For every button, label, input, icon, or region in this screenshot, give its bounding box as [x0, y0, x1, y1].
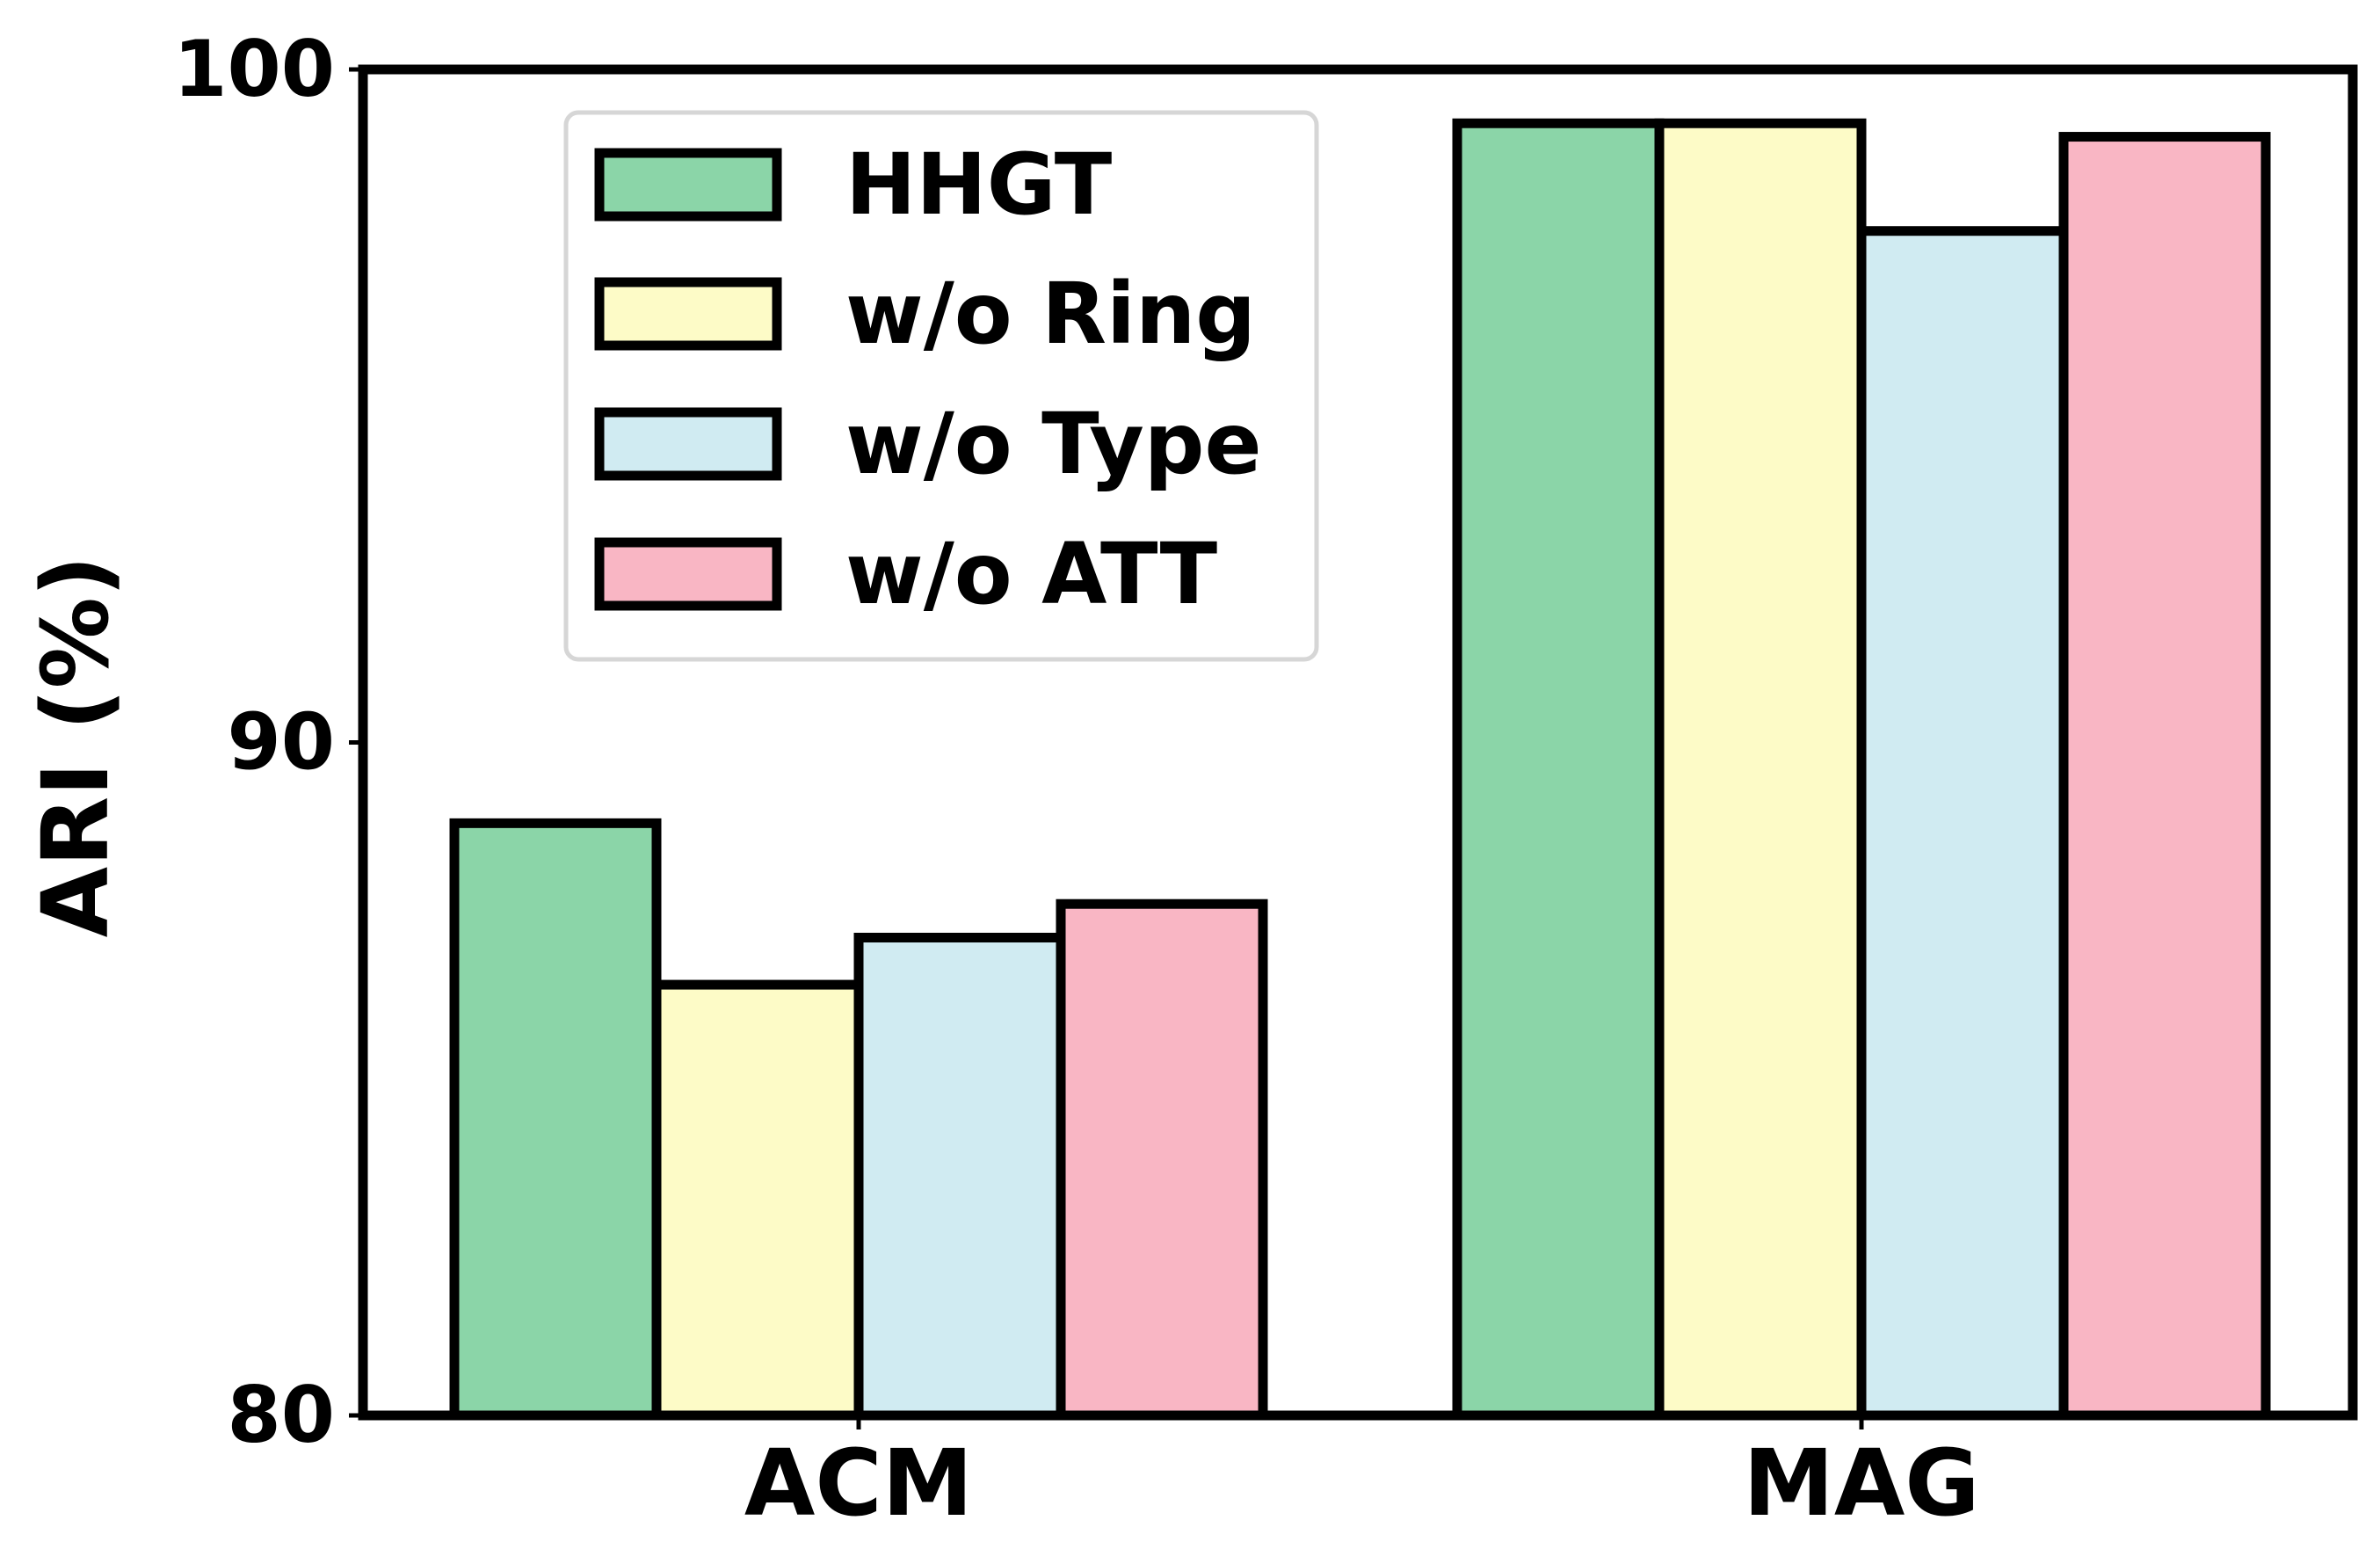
x-tick-label-mag: MAG — [1743, 1429, 1979, 1537]
bar-acm-w-o-type — [853, 932, 1066, 1421]
y-tick-label: 80 — [228, 1370, 335, 1460]
legend-label-hhgt: HHGT — [845, 135, 1112, 234]
legend-label-w-o-att: w/o ATT — [845, 525, 1217, 623]
legend-swatch-w-o-att — [594, 537, 782, 611]
y-tick-label: 100 — [173, 24, 335, 114]
bar-mag-w-o-type — [1856, 226, 2069, 1421]
y-axis-label: ARI (%) — [22, 556, 129, 938]
bars-layer — [449, 118, 2271, 1421]
legend-label-w-o-ring: w/o Ring — [845, 265, 1256, 363]
legend-label-w-o-type: w/o Type — [845, 395, 1262, 493]
y-tick-label: 90 — [228, 697, 335, 788]
bar-acm-w-o-ring — [651, 979, 864, 1421]
y-axis: 80 90 100 — [173, 24, 363, 1460]
bar-acm-hhgt — [449, 818, 662, 1421]
bar-mag-hhgt — [1452, 118, 1665, 1421]
bar-acm-w-o-att — [1056, 898, 1268, 1421]
bar-mag-w-o-att — [2058, 132, 2271, 1421]
x-axis: ACM MAG — [744, 1415, 1980, 1537]
x-tick-label-acm: ACM — [744, 1429, 973, 1537]
legend-box — [563, 110, 1319, 662]
legend: HHGT w/o Ring w/o Type w/o ATT — [563, 110, 1319, 662]
legend-swatch-hhgt — [594, 148, 782, 222]
legend-swatch-w-o-ring — [594, 277, 782, 351]
bar-mag-w-o-ring — [1654, 118, 1867, 1421]
legend-swatch-w-o-type — [594, 407, 782, 481]
